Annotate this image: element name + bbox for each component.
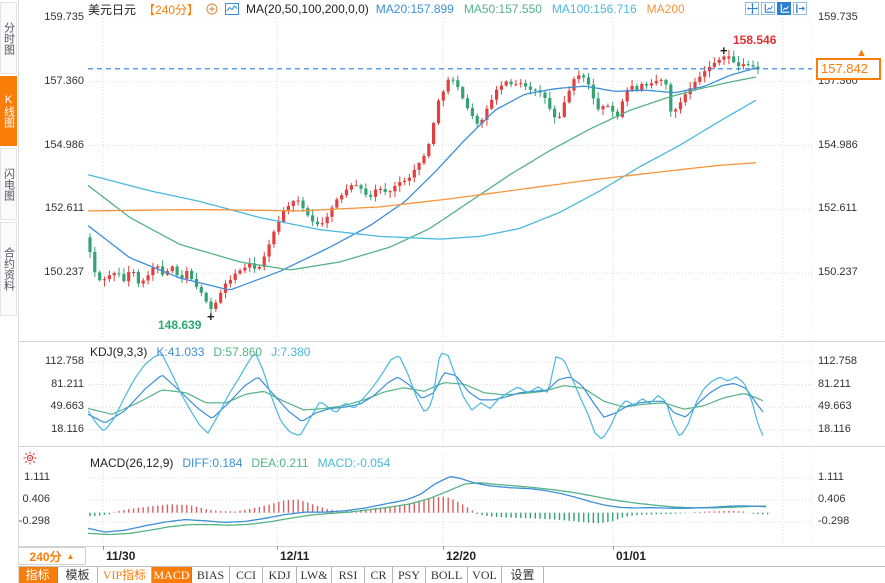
kdj-j-value: J:7.380 [271,345,311,359]
kdj-indicator-chart[interactable] [88,345,812,445]
indicator-tab-BOLL[interactable]: BOLL [426,567,468,583]
indicator-tab-LW&[interactable]: LW& [297,567,332,583]
time-tick [443,546,444,550]
indicator-tab-MACD[interactable]: MACD [152,567,192,583]
main-price-chart[interactable] [88,18,812,338]
indicator-tab-指标[interactable]: 指标 [18,567,58,583]
high-price-label: 158.546 [733,32,777,47]
macd-indicator-chart[interactable] [88,455,812,545]
ma-legend: MA20:157.899 MA50:157.550 MA100:156.716 MA2… [376,2,685,16]
indicator-settings-icon[interactable] [23,451,37,468]
indicator-tab-KDJ[interactable]: KDJ [263,567,297,583]
macd-name: MACD(26,12,9) [90,456,174,470]
chart-header: 美元日元 【240分】 MA(20,50,100,200,0,0) MA20:1… [88,1,685,17]
axis-label: -0.298 [18,515,50,527]
time-label: 01/01 [616,549,647,563]
panel-separator [0,546,885,547]
time-tick [613,546,614,550]
axis-label: 154.986 [818,138,858,151]
macd-diff-value: DIFF:0.184 [182,456,243,470]
axis-label: -0.298 [818,515,850,527]
axis-label: 0.406 [22,493,50,506]
period-selector-button[interactable]: 240分 ▲ [18,547,86,565]
indicator-tab-VOL[interactable]: VOL [468,567,502,583]
ma-legend-item: MA50:157.550 [463,2,542,16]
sidebar: 分时图 K线图闪电图合约资料 [0,0,19,583]
axis-label: 18.116 [51,423,84,435]
axis-label: 112.758 [818,355,857,367]
panel-separator [0,446,885,447]
sidebar-tab-2[interactable]: K线图 [0,76,17,146]
indicator-tab-VIP指标[interactable]: VIP指标 [98,567,152,583]
low-marker-icon: + [207,308,215,324]
kdj-d-value: D:57.860 [213,345,263,359]
panel-separator [0,341,885,342]
axis-label: 18.116 [818,423,851,435]
axis-label: 152.611 [45,202,84,215]
axis-label: 49.663 [50,400,84,413]
chart-toolbar [745,2,807,15]
ma-legend-item: MA20:157.899 [375,2,454,16]
indicator-tab-CR[interactable]: CR [365,567,393,583]
sidebar-tab-4[interactable]: 合约资料 [0,222,17,316]
axis-label: 157.360 [44,74,84,87]
panel-separator [0,566,885,567]
indicator-tab-PSY[interactable]: PSY [393,567,426,583]
axis-label: 150.237 [44,266,84,278]
sidebar-tab-1[interactable]: 分时图 [0,2,17,74]
kdj-name: KDJ(9,3,3) [90,345,148,359]
time-label: 12/20 [446,549,477,563]
indicator-tab-CCI[interactable]: CCI [230,567,263,583]
axis-label: 154.986 [44,138,84,151]
axes-scale-active-icon[interactable] [777,2,791,15]
crosshair-icon[interactable] [745,2,759,15]
macd-dea-value: DEA:0.211 [251,456,309,470]
low-price-label: 148.639 [158,317,202,332]
axis-label: 1.111 [24,471,50,483]
axis-label: 81.211 [51,377,84,390]
axis-label: 0.406 [818,493,846,506]
symbol-title: 美元日元 [88,2,137,17]
axis-label: 152.611 [818,202,857,215]
indicator-tab-模板[interactable]: 模板 [58,567,98,583]
plus-circle-icon[interactable] [206,3,218,15]
time-label: 12/11 [280,549,310,563]
indicator-tab-BIAS[interactable]: BIAS [192,567,230,583]
axis-label: 81.211 [818,377,851,390]
axis-label: 112.758 [45,355,84,367]
axis-label: 159.735 [44,11,84,23]
time-label: 11/30 [106,549,136,563]
axis-label: 1.111 [818,471,844,483]
kdj-title-row: KDJ(9,3,3) K:41.033 D:57.860 J:7.380 [90,345,310,359]
axis-label: 159.735 [818,11,858,23]
time-tick [277,546,278,550]
indicator-tab-设置[interactable]: 设置 [502,567,544,583]
ma-settings-label: MA(20,50,100,200,0,0) [246,2,369,16]
period-label: 【240分】 [143,2,200,17]
macd-macd-value: MACD:-0.054 [317,456,391,470]
period-up-arrow-icon: ▲ [66,551,75,561]
kdj-k-value: K:41.033 [156,345,205,359]
high-marker-icon: + [720,42,728,58]
current-price-tag: 157.842 [816,58,881,81]
time-tick [103,546,104,550]
ma-legend-item: MA200 [646,2,685,16]
macd-title-row: MACD(26,12,9) DIFF:0.184 DEA:0.211 MACD:… [90,456,390,470]
ma-legend-item: MA100:156.716 [551,2,637,16]
line-chart-icon[interactable] [225,3,240,15]
axis-label: 49.663 [818,400,852,413]
indicator-tab-RSI[interactable]: RSI [332,567,365,583]
period-selector-label: 240分 [29,549,62,564]
detach-icon[interactable] [793,2,807,15]
current-price-value: 157.842 [821,61,868,77]
price-tag-arrow-icon: ▲ [856,46,867,59]
axis-label: 150.237 [818,266,858,278]
indicator-tab-bar: 指标 模板 VIP指标 MACD BIAS CCI KDJ LW& RSI CR PSY BOLL VO… [18,567,544,583]
axes-scale-icon[interactable] [761,2,775,15]
sidebar-tab-3[interactable]: 闪电图 [0,148,17,220]
